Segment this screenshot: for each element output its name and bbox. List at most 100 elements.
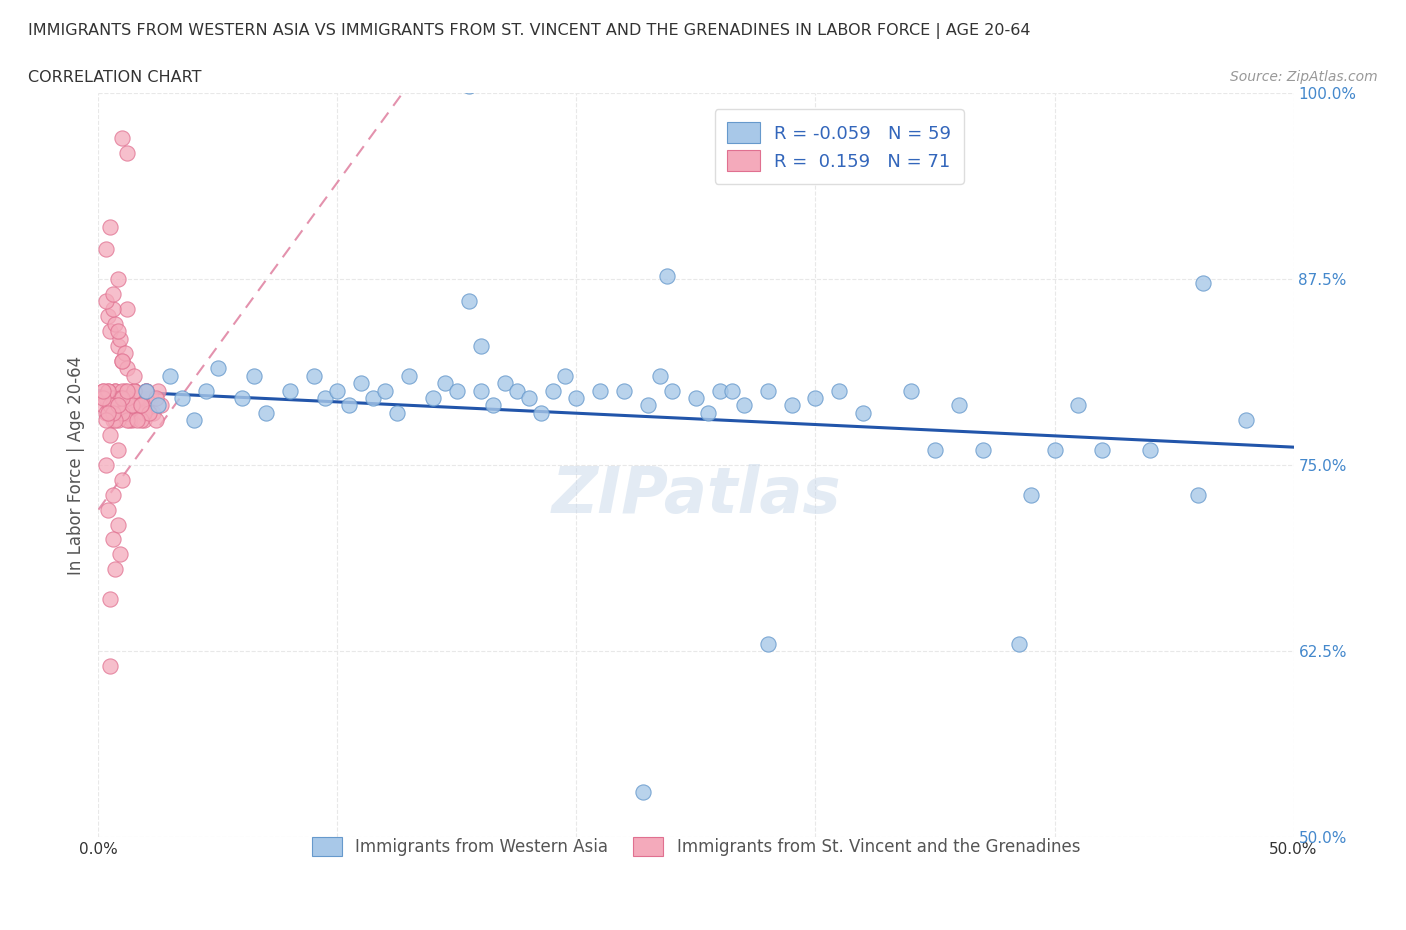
Point: [107, 324, 129, 339]
Point: [458, 78, 481, 93]
Point: [101, 286, 124, 301]
Point: [733, 398, 755, 413]
Point: [149, 398, 172, 413]
Point: [104, 383, 127, 398]
Point: [131, 413, 153, 428]
Point: [1067, 398, 1090, 413]
Point: [107, 517, 129, 532]
Point: [195, 383, 218, 398]
Point: [315, 391, 337, 405]
Point: [374, 383, 396, 398]
Point: [852, 405, 875, 420]
Point: [115, 398, 138, 413]
Point: [131, 391, 153, 405]
Point: [107, 413, 129, 428]
Point: [115, 301, 138, 316]
Y-axis label: In Labor Force | Age 20-64: In Labor Force | Age 20-64: [67, 355, 86, 575]
Point: [517, 391, 540, 405]
Point: [398, 368, 420, 383]
Point: [121, 398, 143, 413]
Point: [104, 316, 127, 331]
Point: [530, 405, 553, 420]
Point: [648, 368, 672, 383]
Point: [470, 383, 492, 398]
Point: [385, 405, 409, 420]
Point: [231, 391, 253, 405]
Point: [1191, 276, 1213, 291]
Point: [243, 368, 266, 383]
Point: [97, 383, 120, 398]
Point: [721, 383, 744, 398]
Point: [145, 413, 167, 428]
Point: [254, 405, 277, 420]
Point: [125, 413, 148, 428]
Point: [94, 242, 117, 257]
Point: [135, 383, 157, 398]
Point: [98, 324, 122, 339]
Point: [97, 398, 120, 413]
Point: [828, 383, 851, 398]
Point: [207, 361, 229, 376]
Point: [589, 383, 612, 398]
Point: [115, 361, 138, 376]
Point: [339, 398, 361, 413]
Point: [97, 405, 120, 420]
Point: [107, 398, 129, 413]
Point: [434, 376, 457, 391]
Point: [350, 376, 373, 391]
Point: [104, 383, 127, 398]
Point: [98, 428, 122, 443]
Point: [94, 413, 117, 428]
Point: [131, 398, 153, 413]
Point: [107, 443, 129, 458]
Point: [91, 398, 114, 413]
Point: [111, 391, 134, 405]
Point: [554, 368, 576, 383]
Point: [115, 413, 138, 428]
Point: [124, 383, 146, 398]
Point: [1043, 443, 1066, 458]
Point: [115, 145, 138, 160]
Point: [101, 301, 124, 316]
Point: [657, 269, 679, 284]
Point: [104, 562, 127, 577]
Point: [101, 398, 124, 413]
Point: [108, 391, 131, 405]
Point: [108, 547, 131, 562]
Point: [470, 339, 492, 353]
Point: [633, 785, 655, 800]
Point: [114, 405, 136, 420]
Point: [111, 405, 134, 420]
Point: [114, 383, 136, 398]
Point: [756, 636, 779, 651]
Point: [111, 353, 134, 368]
Point: [111, 472, 134, 487]
Point: [363, 391, 385, 405]
Point: [118, 413, 141, 428]
Point: [125, 398, 148, 413]
Point: [124, 383, 146, 398]
Point: [172, 391, 194, 405]
Point: [458, 294, 481, 309]
Point: [142, 405, 165, 420]
Legend: Immigrants from Western Asia, Immigrants from St. Vincent and the Grenadines: Immigrants from Western Asia, Immigrants…: [298, 824, 1094, 870]
Text: Source: ZipAtlas.com: Source: ZipAtlas.com: [1230, 70, 1378, 84]
Point: [98, 658, 122, 673]
Point: [135, 383, 157, 398]
Point: [94, 294, 117, 309]
Point: [756, 383, 779, 398]
Point: [98, 591, 122, 606]
Point: [98, 405, 122, 420]
Point: [494, 376, 516, 391]
Point: [132, 405, 155, 420]
Point: [97, 383, 120, 398]
Point: [948, 398, 970, 413]
Point: [613, 383, 636, 398]
Point: [97, 309, 120, 324]
Point: [422, 391, 444, 405]
Point: [1187, 487, 1209, 502]
Point: [115, 383, 138, 398]
Point: [111, 383, 134, 398]
Text: CORRELATION CHART: CORRELATION CHART: [28, 70, 201, 85]
Point: [98, 398, 122, 413]
